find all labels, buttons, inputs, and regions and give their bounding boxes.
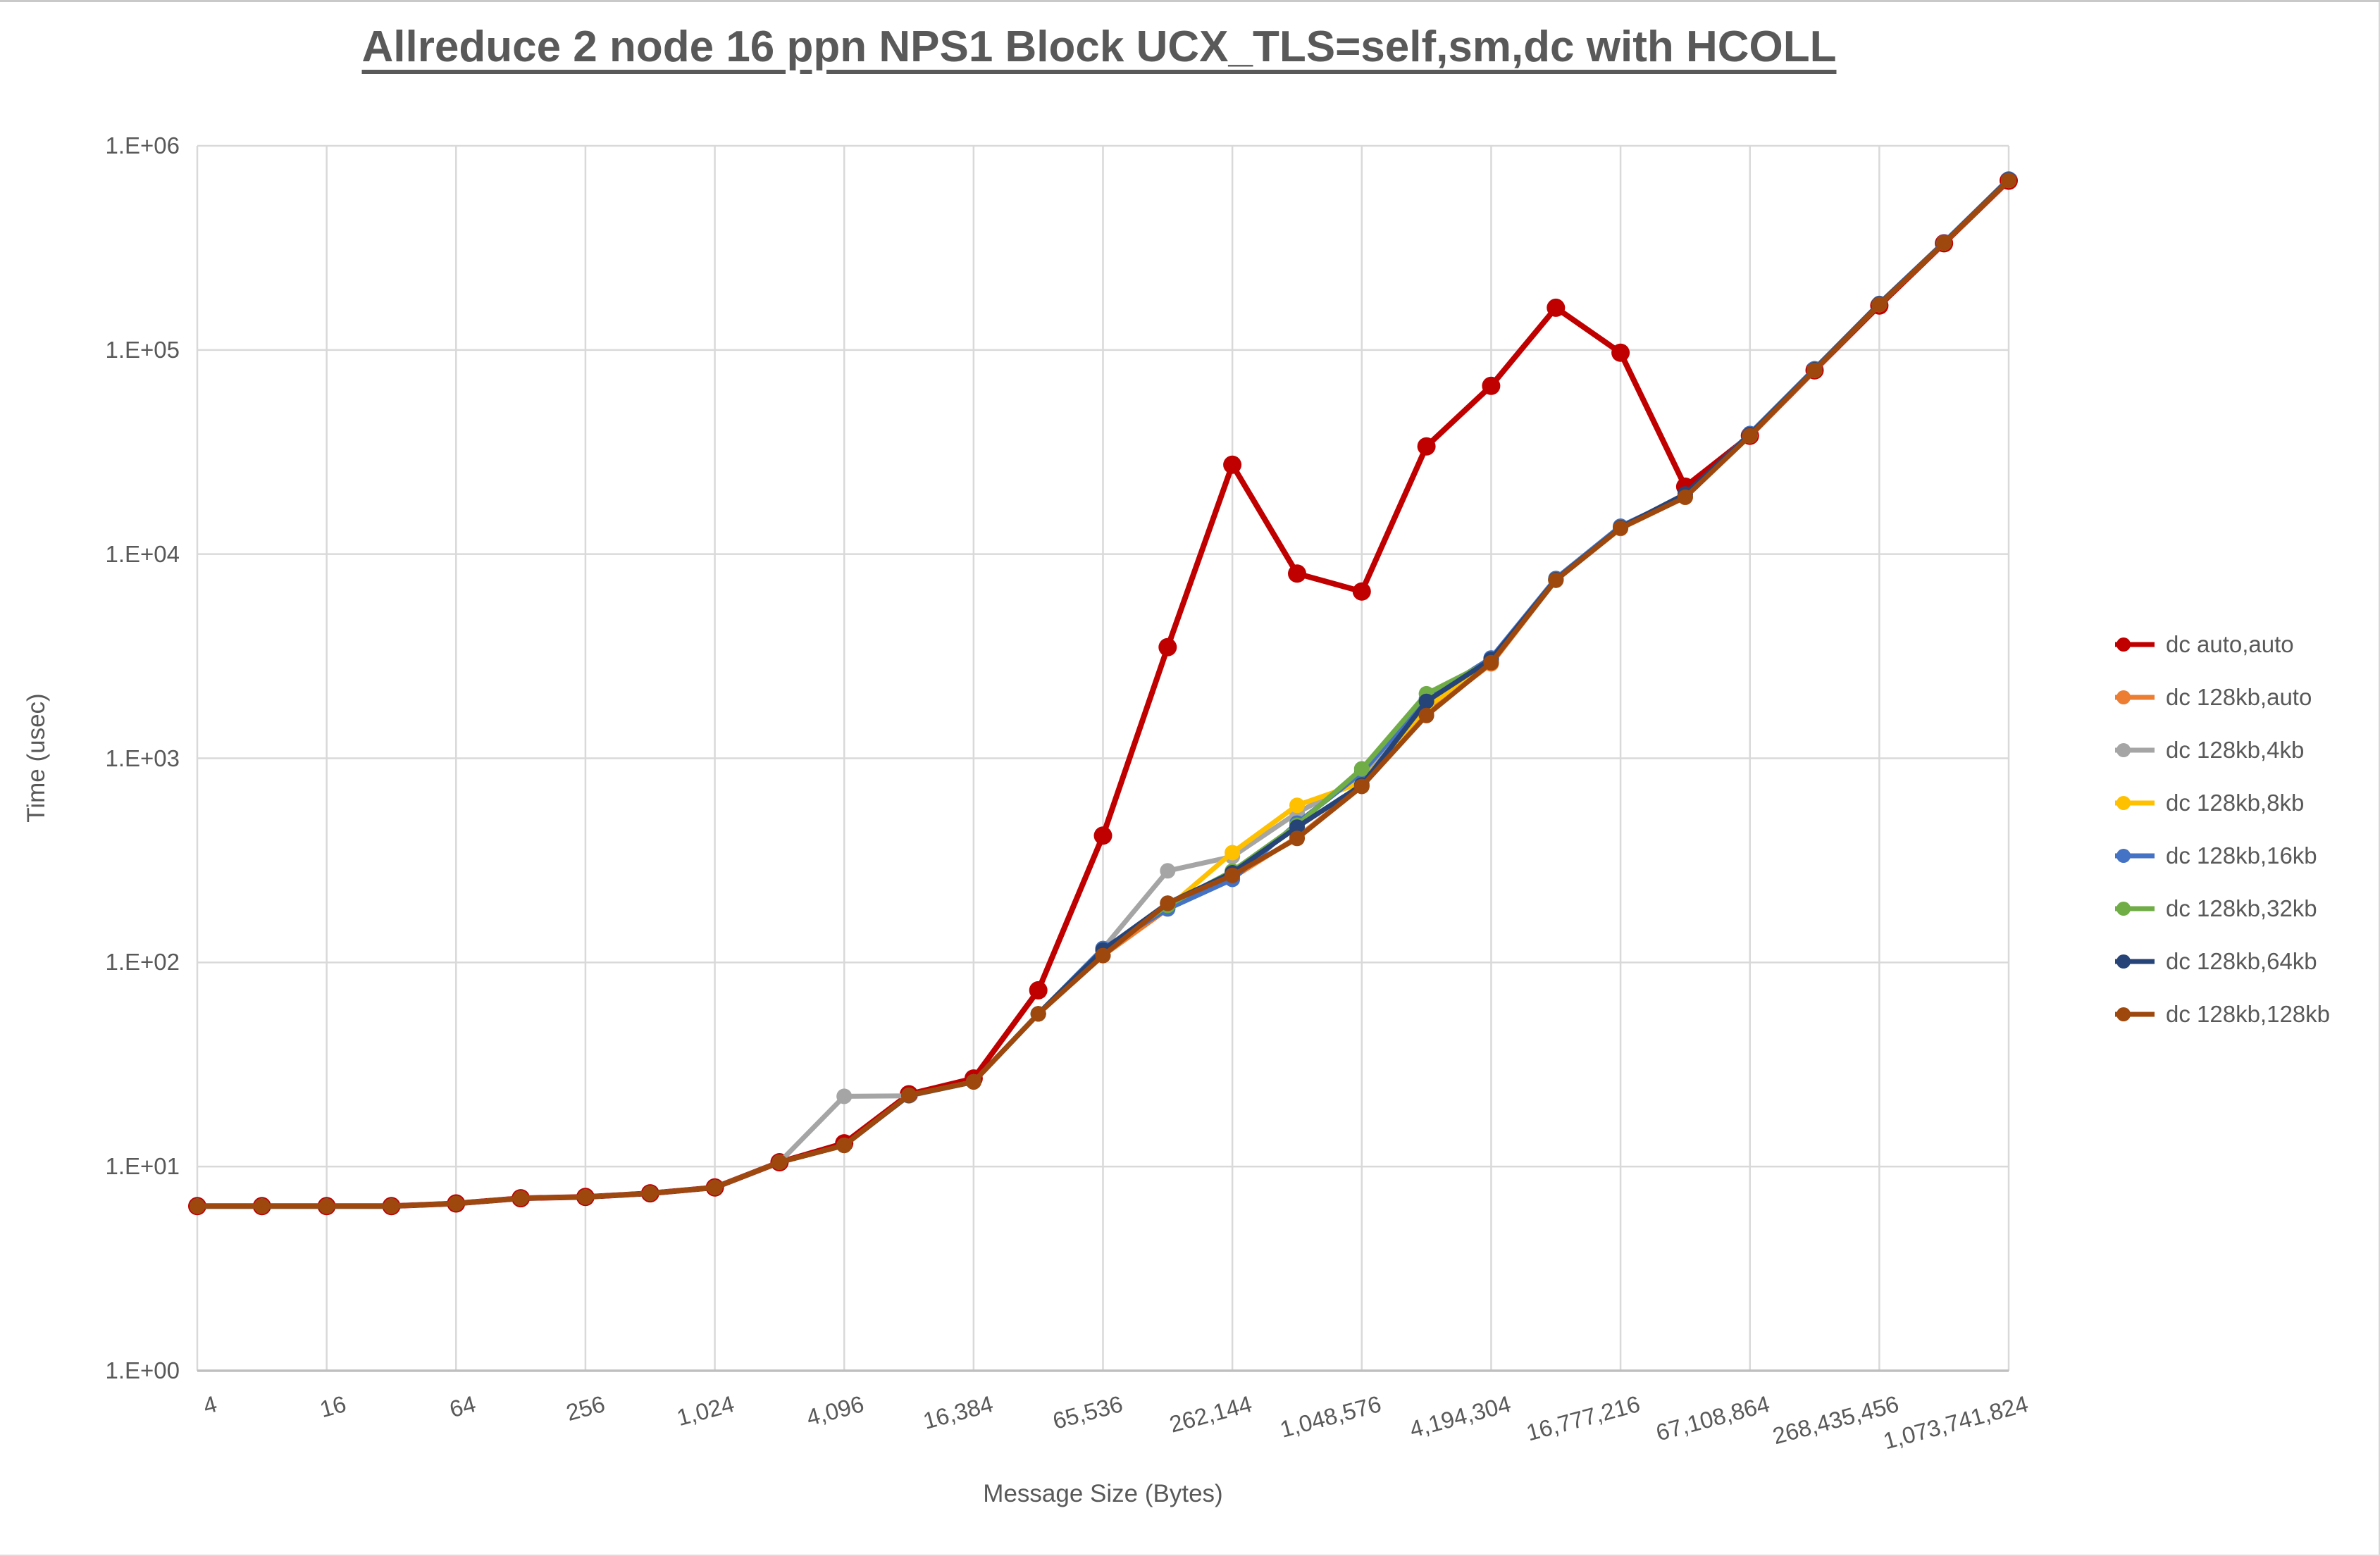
series-marker — [1353, 761, 1370, 777]
legend-marker-icon — [2115, 795, 2155, 810]
legend: dc auto,auto dc 128kb,auto dc 128kb,4kb dc … — [2114, 618, 2330, 1040]
series-marker — [1288, 564, 1306, 583]
x-axis-title: Message Size (Bytes) — [983, 1480, 1223, 1507]
legend-item: dc auto,auto — [2114, 618, 2330, 671]
series-marker — [771, 1154, 788, 1170]
series-marker — [513, 1190, 529, 1207]
series-marker — [1095, 947, 1111, 964]
legend-label: dc 128kb,128kb — [2166, 1000, 2331, 1027]
y-tick-label: 1.E+05 — [105, 336, 180, 363]
legend-marker-icon — [2115, 637, 2155, 652]
legend-item: dc 128kb,32kb — [2114, 882, 2330, 935]
series-marker — [448, 1195, 464, 1212]
series-marker — [1289, 830, 1305, 847]
legend-marker-icon — [2115, 954, 2155, 969]
legend-marker-icon — [2115, 690, 2155, 704]
legend-item: dc 128kb,16kb — [2114, 829, 2330, 882]
series-marker — [1289, 797, 1305, 814]
series-marker — [2001, 173, 2016, 189]
series-marker — [901, 1087, 917, 1103]
series-marker — [1030, 1006, 1046, 1022]
series-marker — [1160, 863, 1176, 879]
chart-title: Allreduce 2 node 16 ppn NPS1 Block UCX_T… — [361, 23, 1837, 71]
series-marker — [1093, 826, 1112, 845]
legend-item: dc 128kb,128kb — [2114, 988, 2330, 1040]
series-marker — [1352, 582, 1371, 601]
y-tick-label: 1.E+03 — [105, 745, 180, 771]
series-marker — [254, 1198, 270, 1214]
series-marker — [1548, 572, 1564, 588]
series-marker — [190, 1198, 205, 1214]
legend-label: dc 128kb,32kb — [2166, 895, 2317, 921]
series-marker — [1158, 637, 1177, 656]
series-marker — [577, 1189, 593, 1205]
series-marker — [1223, 455, 1242, 474]
series-marker — [1418, 693, 1434, 709]
series-marker — [1482, 376, 1501, 395]
series-marker — [1742, 428, 1758, 444]
y-tick-label: 1.E+04 — [105, 540, 180, 567]
legend-item: dc 128kb,4kb — [2114, 723, 2330, 776]
legend-label: dc 128kb,auto — [2166, 683, 2312, 710]
legend-item: dc 128kb,8kb — [2114, 776, 2330, 829]
y-axis-title: Time (usec) — [23, 693, 50, 823]
series-marker — [1613, 520, 1629, 536]
y-tick-label: 1.E+06 — [105, 132, 180, 158]
series-marker — [642, 1185, 658, 1202]
series-marker — [1418, 707, 1434, 723]
legend-marker-icon — [2115, 1007, 2155, 1021]
series-marker — [1936, 235, 1952, 251]
legend-item: dc 128kb,64kb — [2114, 935, 2330, 988]
series-marker — [1029, 981, 1048, 1000]
series-marker — [318, 1198, 335, 1214]
series-marker — [1806, 362, 1823, 378]
series-marker — [1547, 298, 1566, 317]
series-marker — [1483, 654, 1499, 671]
legend-marker-icon — [2115, 848, 2155, 863]
legend-label: dc 128kb,8kb — [2166, 789, 2305, 816]
series-marker — [1417, 437, 1436, 456]
series-marker — [965, 1073, 981, 1090]
series-marker — [1353, 778, 1370, 795]
series-marker — [1160, 895, 1176, 911]
legend-label: dc 128kb,4kb — [2166, 736, 2305, 763]
legend-label: dc 128kb,64kb — [2166, 947, 2317, 974]
legend-marker-icon — [2115, 901, 2155, 916]
series-marker — [383, 1198, 399, 1214]
series-marker — [1677, 489, 1693, 505]
legend-item: dc 128kb,auto — [2114, 671, 2330, 723]
series-marker — [1225, 845, 1241, 861]
series-marker — [1225, 867, 1241, 883]
y-tick-label: 1.E+00 — [105, 1357, 180, 1383]
series-marker — [1289, 819, 1305, 835]
y-tick-label: 1.E+01 — [105, 1153, 180, 1180]
series-marker — [836, 1088, 853, 1104]
legend-label: dc auto,auto — [2166, 630, 2294, 657]
legend-label: dc 128kb,16kb — [2166, 842, 2317, 869]
series-marker — [707, 1179, 723, 1195]
legend-marker-icon — [2115, 742, 2155, 757]
series-marker — [1611, 343, 1630, 362]
series-marker — [1871, 297, 1888, 313]
series-marker — [836, 1138, 853, 1154]
y-tick-label: 1.E+02 — [105, 949, 180, 976]
